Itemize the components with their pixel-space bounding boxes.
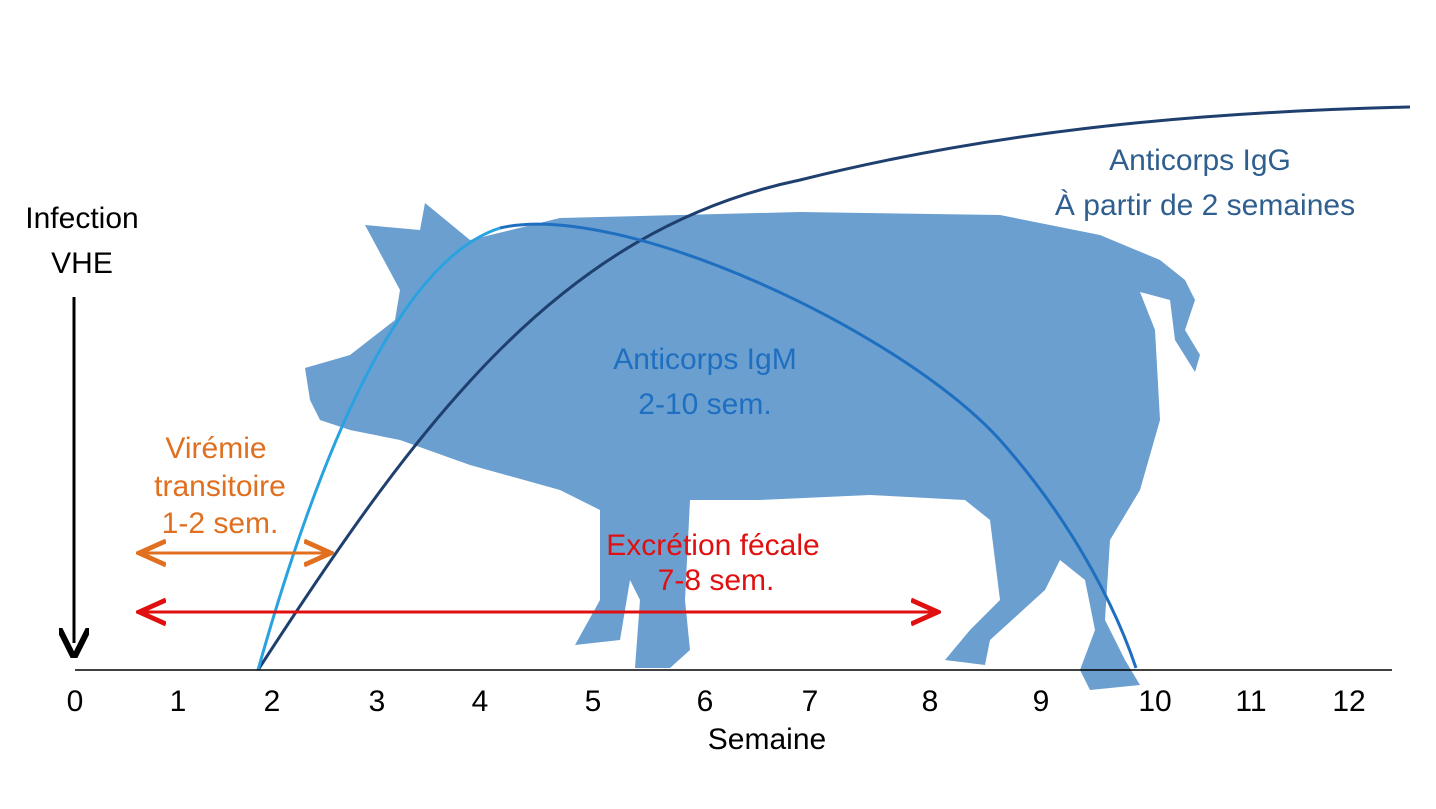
x-tick-label: 11 [1235,685,1266,718]
igg-label: À partir de 2 semaines [1055,189,1355,222]
igm-curve-rise [256,226,501,671]
x-tick-label: 9 [1033,685,1050,718]
igg-label: Anticorps IgG [1109,144,1291,177]
igg-curve [256,105,1411,671]
x-tick-label: 4 [472,685,489,718]
x-tick-label: 5 [585,685,602,718]
x-tick-label: 1 [170,685,187,718]
excretion-label: 7-8 sem. [658,564,775,597]
x-tick-label: 12 [1332,685,1365,718]
x-tick-label: 3 [369,685,386,718]
viremia-label: transitoire [154,470,286,503]
excretion-label: Excrétion fécale [606,529,819,562]
x-tick-label: 8 [922,685,939,718]
igm-label: 2-10 sem. [638,388,771,421]
x-tick-label: 2 [264,685,281,718]
igm-curve-fall [499,222,1138,669]
header-line: Infection [25,202,138,235]
pig-silhouette [305,203,1200,690]
x-tick-label: 10 [1138,685,1171,718]
viremia-label: Virémie [165,432,266,465]
axis-title: Semaine [708,723,826,756]
viremia-label: 1-2 sem. [162,507,279,540]
header-line: VHE [51,247,113,280]
x-tick-label: 7 [802,685,819,718]
x-tick-label: 6 [697,685,714,718]
x-tick-label: 0 [67,685,84,718]
igm-label: Anticorps IgM [613,343,796,376]
